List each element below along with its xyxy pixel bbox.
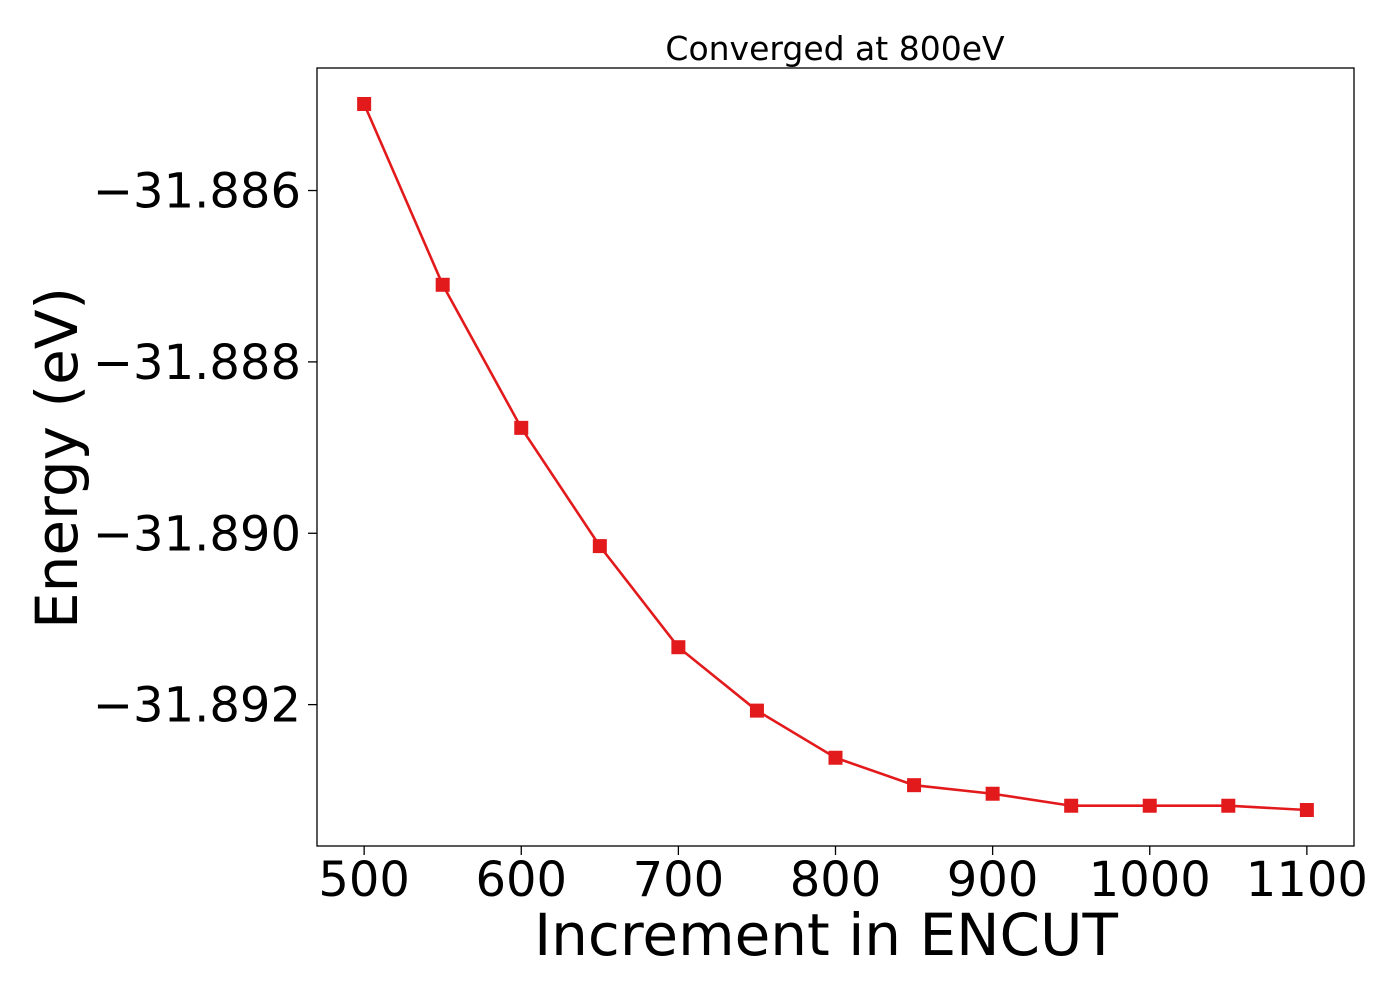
x-axis-label: Increment in ENCUT [534,901,1118,969]
data-point-marker [357,96,372,111]
x-tick-label: 1000 [1089,852,1211,908]
data-point-marker [435,277,450,292]
x-tick-label: 500 [318,852,410,908]
y-tick-label: −31.892 [93,678,301,734]
data-point-marker [514,420,529,435]
x-tick-label: 1100 [1246,852,1368,908]
y-tick-label: −31.886 [93,164,301,220]
data-point-marker [907,778,922,793]
x-tick-label: 800 [790,852,882,908]
data-point-marker [592,539,607,554]
data-point-marker [1064,798,1079,813]
data-point-marker [671,640,686,655]
data-point-marker [1142,798,1157,813]
y-axis-label: Energy (eV) [23,287,91,629]
data-point-marker [749,703,764,718]
x-tick-label: 600 [475,852,567,908]
plot-area-frame [316,67,1355,847]
series-energy [357,96,1314,818]
y-tick-label: −31.890 [93,506,301,562]
x-axis: 500 600 700 800 900 1000 1100 [318,846,1368,908]
data-point-marker [1221,798,1236,813]
y-tick-label: −31.888 [93,335,301,391]
data-point-marker [1299,803,1314,818]
x-tick-label: 900 [947,852,1039,908]
series-line [362,103,1307,812]
data-point-marker [828,750,843,765]
chart-title: Converged at 800eV [665,29,1005,68]
data-point-marker [985,786,1000,801]
x-tick-label: 700 [633,852,725,908]
y-axis: −31.886 −31.888 −31.890 −31.892 [93,164,317,734]
